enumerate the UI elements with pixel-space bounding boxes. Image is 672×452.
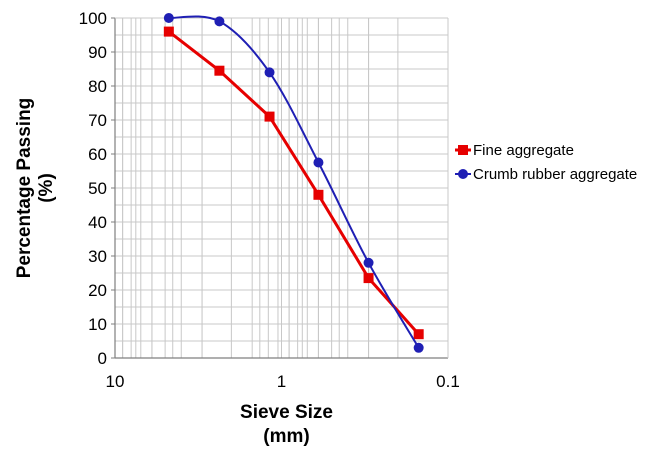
y-tick-label: 0	[98, 349, 107, 368]
grid	[115, 17, 448, 358]
x-tick-label: 1	[277, 372, 286, 391]
y-tick-label: 40	[88, 213, 107, 232]
data-point-square	[313, 189, 324, 200]
x-tick-label: 0.1	[436, 372, 460, 391]
y-axis-title: Percentage Passing(%)	[14, 98, 57, 279]
y-tick-label: 60	[88, 145, 107, 164]
data-point-square	[214, 65, 225, 76]
y-tick-label: 90	[88, 43, 107, 62]
data-point-circle	[363, 257, 374, 268]
x-tick-label: 10	[106, 372, 125, 391]
data-point-square	[163, 26, 174, 37]
data-point-circle	[313, 157, 324, 168]
legend-marker-square	[458, 145, 468, 155]
legend: Fine aggregate Crumb rubber aggregate	[455, 142, 637, 183]
y-tick-label: 70	[88, 111, 107, 130]
series-layer	[163, 13, 424, 353]
data-point-square	[363, 273, 374, 284]
y-tick-label: 80	[88, 77, 107, 96]
y-tick-label: 30	[88, 247, 107, 266]
y-tick-label: 50	[88, 179, 107, 198]
y-tick-label: 20	[88, 281, 107, 300]
x-axis-title: Sieve Size (mm)	[240, 402, 333, 447]
data-point-circle	[163, 13, 174, 23]
data-point-circle	[413, 342, 424, 353]
data-point-square	[264, 111, 275, 122]
legend-entry: Fine aggregate	[455, 142, 574, 159]
legend-label: Fine aggregate	[473, 142, 574, 159]
y-tick-label: 10	[88, 315, 107, 334]
data-point-circle	[264, 67, 275, 78]
series-line-1	[167, 30, 420, 336]
data-point-circle	[214, 16, 225, 27]
legend-marker-circle	[458, 169, 468, 179]
series-line-2	[168, 15, 420, 349]
legend-entry: Crumb rubber aggregate	[455, 166, 637, 183]
y-tick-label: 100	[79, 9, 107, 28]
legend-label: Crumb rubber aggregate	[473, 166, 637, 183]
axes	[111, 17, 449, 359]
tick-labels: 0 10 20 30 40 50 60 70 80 90 100 10 1 0.1 Sieve Size (m…	[14, 9, 460, 447]
data-point-square	[413, 329, 424, 340]
